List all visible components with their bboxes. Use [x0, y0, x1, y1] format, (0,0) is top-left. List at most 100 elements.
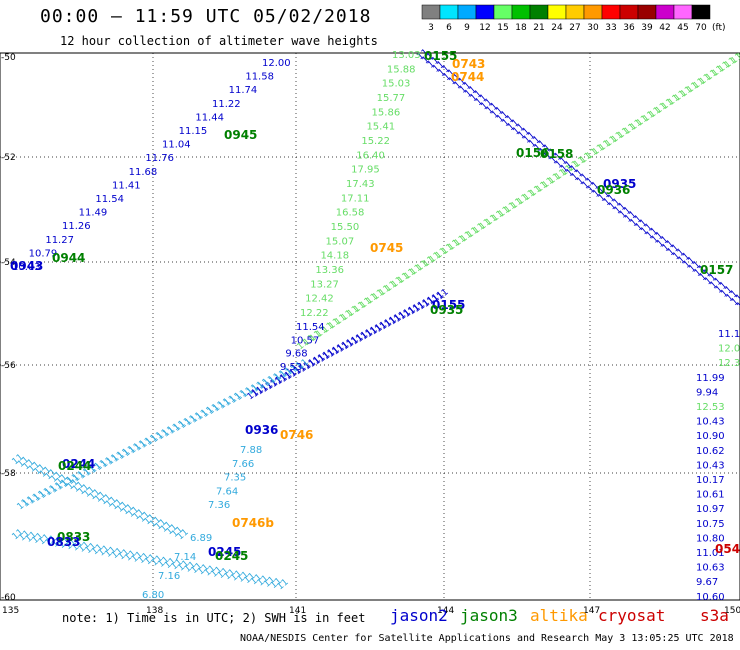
track-mark: 11	[736, 297, 740, 312]
colorbar-value: 45	[677, 23, 688, 33]
swh-label-jason2: 9.53	[280, 362, 302, 373]
swh-label-jason3: 17.11	[341, 193, 370, 204]
colorbar-value: 15	[497, 23, 508, 33]
track-time-label: 0746b	[232, 516, 274, 530]
swh-label-altika: 6.80	[142, 590, 164, 601]
right-column-value: 10.43	[696, 417, 725, 428]
legend-cryosat: cryosat	[598, 606, 666, 625]
colorbar-swatch	[583, 4, 603, 20]
lon-tick-label: 150	[724, 606, 740, 616]
track-time-label: 0245	[208, 545, 241, 559]
swh-label-altika: 7.36	[208, 500, 230, 511]
colorbar-swatch	[421, 4, 441, 20]
right-column-value: 10.60	[696, 592, 725, 603]
right-column-value: 9.94	[696, 387, 718, 398]
swh-label-jason3: 17.43	[346, 179, 375, 190]
colorbar-swatch	[511, 4, 531, 20]
track-time-label: 0743	[452, 57, 485, 71]
swh-label-jason2: 10.03	[12, 262, 41, 273]
track-time-label: 0745	[370, 241, 403, 255]
swh-label-altika: 7.16	[158, 571, 180, 582]
axis-tick-labels: 135 138 141 144 147 150 -50 -52 -54 -56 -58 -60	[1, 53, 740, 616]
colorbar-value: 42	[659, 23, 670, 33]
track-time-label: 0943	[10, 259, 43, 273]
colorbar-swatch	[655, 4, 675, 20]
lat-tick-label: -54	[1, 258, 16, 268]
colorbar-value: 21	[533, 23, 544, 33]
swh-label-jason2: 11.04	[162, 140, 191, 151]
colorbar-swatch	[637, 4, 657, 20]
swh-label-jason2: 11.68	[129, 167, 158, 178]
swh-label-jason2: 12.00	[262, 58, 291, 69]
right-column-value: 10.17	[696, 475, 725, 486]
right-column-value: 10.97	[696, 504, 725, 515]
track-mark: 11	[729, 51, 740, 66]
swh-label-jason2: 10.79	[29, 248, 58, 259]
swh-label-jason2: 11.76	[145, 153, 174, 164]
swh-label-jason3: 15.22	[361, 136, 390, 147]
colorbar-value: 27	[569, 23, 580, 33]
swh-label-jason3: 16.40	[356, 150, 385, 161]
colorbar-value: 18	[515, 23, 527, 33]
legend-jason2: jason2	[390, 606, 448, 625]
track-time-label: 0156	[516, 146, 549, 160]
lat-tick-label: -50	[1, 53, 16, 63]
right-column-value: 10.63	[696, 563, 725, 574]
right-column-value: 10.62	[696, 446, 725, 457]
colorbar-value: 3	[428, 23, 434, 33]
track-time-label: 0935	[603, 177, 636, 191]
track-time-label: 0833	[57, 530, 90, 544]
right-column-value: 11.12	[718, 329, 740, 340]
swh-label-jason3: 15.41	[366, 122, 395, 133]
lat-tick-label: -58	[1, 469, 16, 479]
swh-label-jason2: 11.15	[179, 126, 208, 137]
map-subtitle: 12 hour collection of altimeter wave hei…	[60, 34, 378, 48]
swh-label-jason3: 15.88	[387, 64, 416, 75]
swh-label-jason3: 15.77	[377, 93, 406, 104]
track-time-label: 0833	[47, 535, 80, 549]
right-column-value: 12.38	[718, 358, 740, 369]
colorbar-swatch	[475, 4, 495, 20]
plot-border	[0, 52, 740, 601]
swh-label-altika: 7.66	[232, 459, 254, 470]
swh-label-jason3: 13.27	[310, 279, 339, 290]
track-time-label: 0244	[62, 457, 95, 471]
swh-label-jason3: 12.42	[305, 294, 334, 305]
swh-label-altika: 6.89	[190, 533, 212, 544]
right-column-value: 12.08	[718, 344, 740, 355]
track-time-label: 0155	[432, 298, 465, 312]
right-column-value: 10.61	[696, 490, 725, 501]
swh-label-altika: 7.14	[174, 552, 196, 563]
track-time-label: 0936	[597, 183, 630, 197]
track-time-label: 0155	[424, 49, 457, 63]
swh-label-altika: 7.88	[240, 445, 262, 456]
colorbar-value: 39	[641, 23, 653, 33]
swh-label-jason2: 11.22	[212, 99, 241, 110]
swh-label-jason3: 12.22	[300, 308, 329, 319]
right-column-value: 11.99	[696, 373, 725, 384]
track-time-label: 0744	[451, 70, 484, 84]
legend-s3a: s3a	[700, 606, 729, 625]
swh-label-jason2: 11.54	[95, 194, 124, 205]
colorbar-legend: 3 6 9 12 15 18 21 24 27 30 33 36 39 42 45 70 (ft)	[421, 4, 726, 33]
colorbar-value: 6	[446, 23, 452, 33]
swh-label-jason2: 11.44	[195, 112, 224, 123]
colorbar-value: 30	[587, 23, 599, 33]
right-column-value: 10.80	[696, 533, 725, 544]
swh-label-altika: 7.64	[216, 486, 238, 497]
swh-label-jason3: 15.07	[326, 236, 355, 247]
track-labels: 10.03 10.79 11.27 11.26 11.49 11.54 11.41 11.68…	[10, 49, 740, 603]
colorbar-swatch	[547, 4, 567, 20]
colorbar-value: 12	[479, 23, 490, 33]
track-time-label: 0945	[224, 128, 257, 142]
track-time-label: 0746	[280, 428, 313, 442]
footer-credit: NOAA/NESDIS Center for Satellite Applica…	[240, 633, 734, 644]
swh-label-jason3: 17.95	[351, 165, 380, 176]
track-mark: 11	[730, 293, 740, 308]
colorbar-swatch	[565, 4, 585, 20]
satellite-tracks: 1111111111111111111111111111111111111111…	[11, 47, 740, 592]
right-column-value: 10.43	[696, 460, 725, 471]
lon-tick-label: 147	[583, 606, 600, 616]
swh-label-jason2: 10.57	[291, 335, 320, 346]
